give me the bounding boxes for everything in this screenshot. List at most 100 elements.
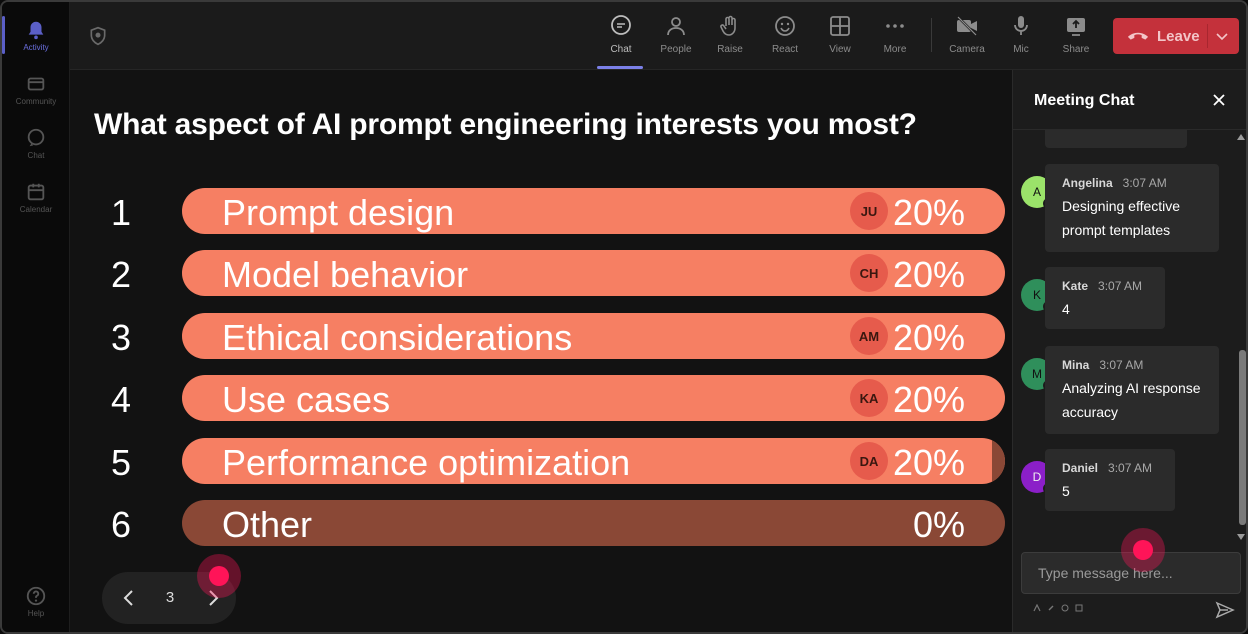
option-percent: 20%	[892, 192, 965, 233]
message-compose-box[interactable]	[1021, 552, 1241, 594]
message-author: Angelina	[1062, 176, 1113, 190]
option-bar[interactable]: Other 0%	[182, 500, 1005, 546]
option-bar[interactable]: Model behavior CH 20%	[182, 250, 1005, 296]
more-button-label: More	[883, 44, 907, 55]
option-bar[interactable]: Prompt design JU 20%	[182, 188, 1005, 234]
poll-option[interactable]: 4 Use cases KA 20%	[94, 375, 1006, 421]
view-button[interactable]: View	[814, 12, 866, 64]
option-percent: 20%	[892, 442, 965, 483]
page-number: 3	[165, 589, 175, 606]
poll-option[interactable]: 2 Model behavior CH 20%	[94, 250, 1006, 296]
rail-item-calendar[interactable]: Calendar	[2, 172, 70, 222]
scrollbar-thumb[interactable]	[1239, 350, 1246, 525]
leave-button[interactable]: Leave	[1113, 18, 1239, 54]
rail-item-label: Chat	[27, 150, 45, 160]
mic-button[interactable]: Mic	[995, 12, 1047, 64]
option-bar[interactable]: Ethical considerations AM 20%	[182, 313, 1005, 359]
toolbar-divider	[931, 18, 932, 52]
option-bar[interactable]: Use cases KA 20%	[182, 375, 1005, 421]
attach-icon[interactable]	[1047, 604, 1055, 612]
rail-item-label: Community	[15, 96, 57, 106]
option-label: Ethical considerations	[222, 317, 573, 358]
option-number: 1	[110, 192, 132, 233]
camera-button-label: Camera	[949, 44, 985, 55]
chat-message[interactable]: Kate 3:07 AM 4	[1045, 267, 1165, 329]
close-icon[interactable]	[1211, 92, 1227, 108]
message-time: 3:07 AM	[1122, 176, 1167, 190]
more-button[interactable]: More	[869, 12, 921, 64]
poll-option[interactable]: 5 Performance optimization DA 20%	[94, 438, 1006, 484]
hang-up-icon	[1127, 32, 1149, 40]
rail-item-community[interactable]: Community	[2, 64, 70, 114]
chat-button[interactable]: Chat	[595, 12, 647, 69]
chat-messages: A Angelina 3:07 AM Designing effective pr…	[1013, 130, 1235, 546]
community-icon	[27, 77, 45, 90]
chat-message[interactable]: Angelina 3:07 AM Designing effective prom…	[1045, 164, 1219, 252]
raise-hand-button[interactable]: Raise	[704, 12, 756, 64]
shield-icon[interactable]	[88, 26, 108, 46]
avatar-initial: K	[1032, 288, 1041, 302]
react-button[interactable]: React	[759, 12, 811, 64]
option-label: Model behavior	[222, 254, 469, 295]
poll-option[interactable]: 6 Other 0%	[94, 500, 1006, 546]
rail-item-activity[interactable]: Activity	[2, 10, 70, 60]
gif-icon[interactable]	[1075, 604, 1083, 612]
rail-item-chat[interactable]: Chat	[2, 118, 70, 168]
click-indicator	[197, 554, 241, 598]
poll-option[interactable]: 3 Ethical considerations AM 20%	[94, 313, 1006, 359]
chat-message[interactable]: Daniel 3:07 AM 5	[1045, 449, 1175, 511]
chat-scrollbar[interactable]	[1235, 130, 1246, 546]
app-rail: Activity Community Chat Calendar Help	[2, 2, 70, 632]
smiley-icon	[775, 16, 795, 36]
chevron-right-icon[interactable]	[202, 586, 224, 610]
voter-avatar: AM	[850, 317, 888, 355]
emoji-icon[interactable]	[1061, 604, 1069, 612]
voter-avatar: CH	[850, 254, 888, 292]
camera-button[interactable]: Camera	[941, 12, 993, 64]
meeting-toolbar: Chat People Raise React View More Camera	[70, 2, 1246, 70]
send-icon[interactable]	[1215, 600, 1235, 620]
chevron-left-icon[interactable]	[118, 586, 140, 610]
message-time: 3:07 AM	[1099, 358, 1144, 372]
rail-item-help[interactable]: Help	[2, 576, 70, 626]
rail-item-label: Calendar	[19, 204, 53, 214]
meeting-chat-panel: Meeting Chat A Angelina 3:07 AM Designing…	[1012, 70, 1246, 632]
poll-option[interactable]: 1 Prompt design JU 20%	[94, 188, 1006, 234]
option-label: Other	[222, 504, 313, 545]
avatar-initial: A	[1032, 185, 1041, 199]
share-screen-icon	[1067, 18, 1085, 36]
message-text: Designing effective prompt templates	[1062, 198, 1181, 238]
message-text: Analyzing AI response accuracy	[1062, 380, 1201, 420]
poll-stage: What aspect of AI prompt engineering int…	[70, 70, 1012, 632]
format-icon[interactable]	[1033, 604, 1041, 612]
camera-off-icon	[957, 16, 977, 36]
option-bar[interactable]: Performance optimization DA 20%	[182, 438, 1005, 484]
people-button-label: People	[660, 44, 692, 55]
avatar-initial: M	[1032, 367, 1042, 381]
people-button[interactable]: People	[650, 12, 702, 64]
rail-item-label: Help	[27, 608, 45, 618]
message-text: 4	[1062, 301, 1070, 317]
click-indicator	[1121, 528, 1165, 572]
option-label: Use cases	[222, 379, 391, 420]
chat-message[interactable]: Mina 3:07 AM Analyzing AI response accura…	[1045, 346, 1219, 434]
option-percent: 0%	[912, 504, 965, 545]
chat-icon	[611, 15, 631, 35]
option-label: Performance optimization	[222, 442, 631, 483]
mic-button-label: Mic	[1013, 44, 1029, 55]
chevron-down-icon[interactable]	[1214, 28, 1230, 44]
scroll-up-arrow[interactable]	[1237, 134, 1245, 140]
option-percent: 20%	[892, 379, 965, 420]
option-number: 6	[110, 504, 132, 545]
scroll-down-arrow[interactable]	[1237, 534, 1245, 540]
share-button[interactable]: Share	[1050, 12, 1102, 64]
message-author: Daniel	[1062, 461, 1099, 475]
people-icon	[667, 17, 685, 36]
message-author: Kate	[1062, 279, 1089, 293]
calendar-icon	[27, 183, 45, 200]
rail-item-label: Activity	[23, 42, 49, 52]
message-input[interactable]	[1022, 553, 1240, 593]
share-button-label: Share	[1062, 44, 1090, 55]
poll-question: What aspect of AI prompt engineering int…	[94, 108, 917, 141]
